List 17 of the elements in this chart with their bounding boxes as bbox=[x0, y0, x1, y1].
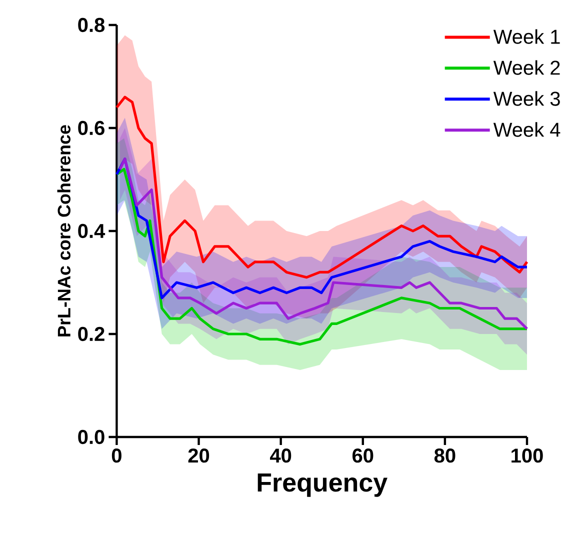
x-axis-title: Frequency bbox=[258, 474, 388, 497]
y-tick-label: 0.2 bbox=[78, 326, 104, 342]
x-tick-label: 80 bbox=[434, 448, 456, 463]
y-axis-title: PrL-NAc core Coherence bbox=[57, 125, 70, 336]
x-tick-label: 100 bbox=[512, 448, 543, 463]
legend-label: Week 2 bbox=[493, 60, 560, 75]
y-tick-label: 0.8 bbox=[78, 18, 105, 32]
legend-label: Week 3 bbox=[493, 91, 560, 106]
x-tick-label: 0 bbox=[112, 448, 122, 463]
x-tick-label: 40 bbox=[270, 448, 292, 463]
y-tick-label: 0.0 bbox=[78, 430, 104, 444]
y-tick-label: 0.4 bbox=[78, 224, 106, 238]
y-tick-label: 0.6 bbox=[78, 120, 104, 136]
legend-label: Week 4 bbox=[493, 122, 560, 137]
x-tick-label: 60 bbox=[352, 448, 374, 463]
x-tick-label: 20 bbox=[188, 448, 210, 463]
legend-label: Week 1 bbox=[493, 29, 560, 44]
